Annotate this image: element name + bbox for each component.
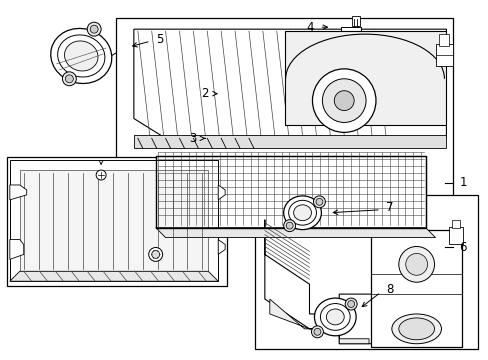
Circle shape (313, 196, 325, 208)
Text: 4: 4 (305, 21, 313, 34)
Bar (448, 227, 462, 244)
Bar (370, 230, 461, 347)
Circle shape (313, 328, 320, 335)
Polygon shape (134, 29, 446, 138)
Text: 2: 2 (201, 87, 208, 100)
Polygon shape (10, 185, 27, 200)
Polygon shape (20, 170, 208, 271)
Circle shape (334, 91, 353, 111)
Text: 7: 7 (385, 201, 392, 214)
Ellipse shape (51, 28, 112, 84)
Circle shape (398, 247, 434, 282)
Circle shape (90, 25, 98, 33)
Bar (451, 220, 459, 228)
Polygon shape (155, 228, 435, 238)
Bar (155, 156, 425, 228)
Circle shape (96, 170, 106, 180)
Text: 5: 5 (155, 33, 163, 46)
Ellipse shape (58, 35, 105, 77)
Text: 6: 6 (458, 241, 466, 254)
Bar (351, 16, 359, 26)
Ellipse shape (325, 309, 344, 325)
Bar (341, 27, 360, 43)
Polygon shape (10, 271, 218, 281)
Circle shape (322, 79, 366, 122)
Text: 3: 3 (189, 132, 196, 145)
Bar (346, 42, 358, 56)
Ellipse shape (314, 298, 355, 336)
Circle shape (285, 222, 292, 229)
Bar (155, 156, 425, 228)
Ellipse shape (391, 314, 441, 344)
Circle shape (148, 247, 163, 261)
Bar (435, 44, 452, 66)
Circle shape (311, 326, 323, 338)
Polygon shape (264, 220, 378, 344)
Circle shape (345, 298, 356, 310)
Bar (116, 18, 452, 231)
Bar (254, 195, 477, 349)
Ellipse shape (64, 41, 98, 71)
Circle shape (65, 75, 73, 83)
Circle shape (62, 72, 76, 86)
Polygon shape (10, 239, 24, 260)
Ellipse shape (283, 196, 321, 230)
Polygon shape (284, 31, 446, 125)
Bar (7, 157, 226, 286)
Circle shape (405, 253, 427, 275)
Polygon shape (218, 239, 224, 255)
Ellipse shape (320, 303, 349, 330)
Circle shape (151, 251, 160, 258)
Ellipse shape (288, 201, 316, 225)
Ellipse shape (398, 318, 434, 340)
Text: 1: 1 (458, 176, 466, 189)
Ellipse shape (293, 205, 311, 221)
Circle shape (283, 220, 295, 231)
Circle shape (312, 69, 375, 132)
Circle shape (315, 198, 322, 205)
Polygon shape (218, 185, 224, 200)
Text: 8: 8 (385, 283, 392, 296)
Circle shape (87, 22, 101, 36)
Bar (439, 34, 448, 46)
Polygon shape (269, 299, 368, 344)
Polygon shape (10, 160, 218, 281)
Circle shape (347, 301, 354, 307)
Polygon shape (134, 135, 446, 148)
